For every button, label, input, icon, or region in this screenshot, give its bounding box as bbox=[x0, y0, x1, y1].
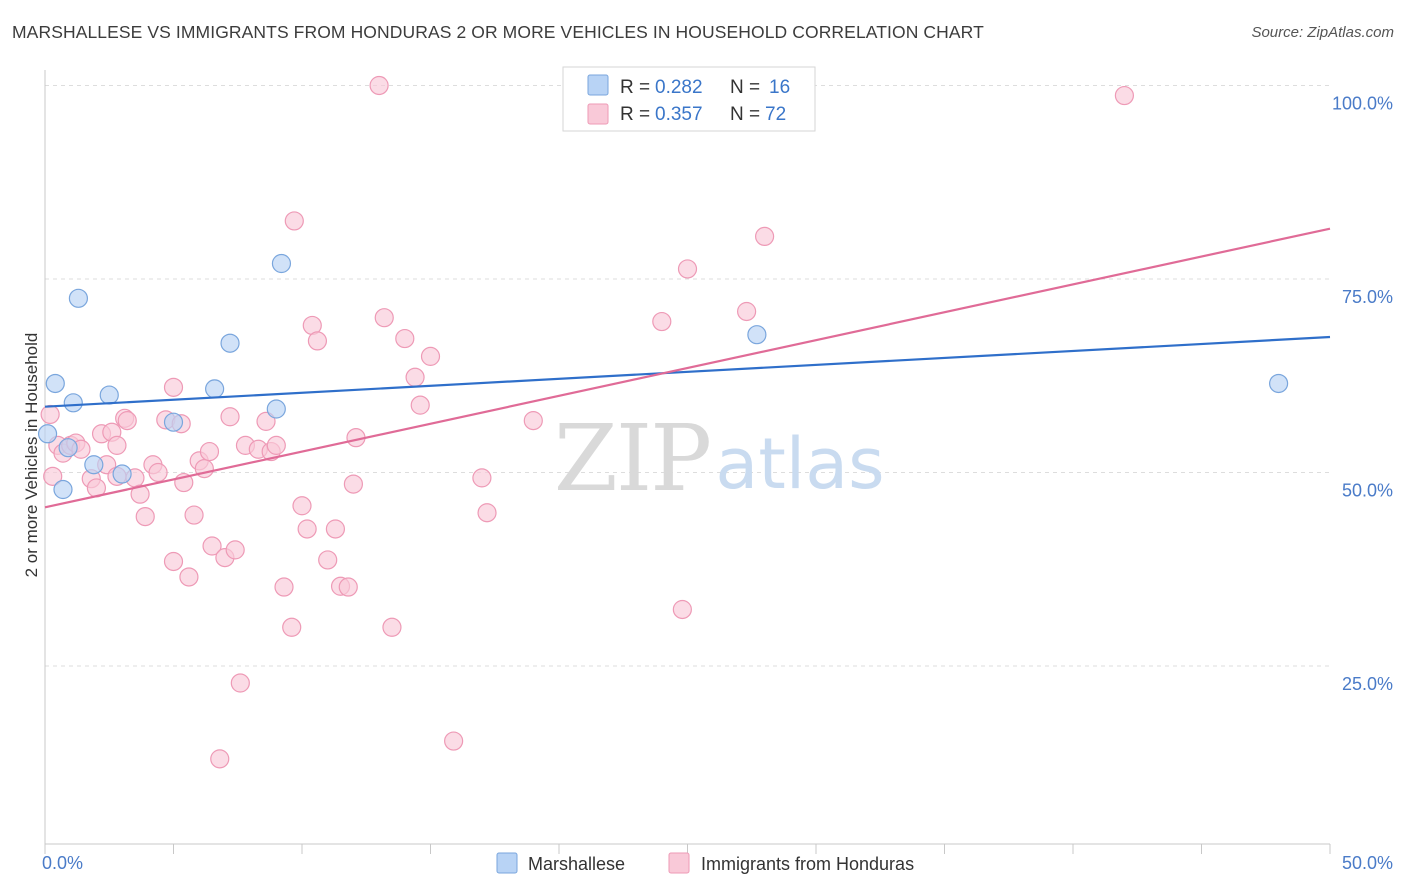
honduras-trend-line bbox=[44, 227, 1331, 509]
honduras-point bbox=[410, 395, 430, 415]
tick-labels: 25.0% 50.0% 75.0% 100.0% 0.0% 50.0% bbox=[42, 93, 1393, 873]
marshallese-point bbox=[747, 325, 767, 345]
legend-swatch-honduras bbox=[587, 103, 609, 125]
y-axis-label: 2 or more Vehicles in Household bbox=[22, 333, 41, 578]
trend-lines bbox=[44, 227, 1331, 509]
bottom-legend-label-honduras: Immigrants from Honduras bbox=[701, 854, 914, 874]
legend-r-value-1: 0.282 bbox=[655, 77, 703, 98]
x-tick-label: 0.0% bbox=[42, 853, 83, 873]
source-credit: Source: ZipAtlas.com bbox=[1251, 24, 1394, 41]
marshallese-point bbox=[68, 288, 89, 308]
marshallese-point bbox=[266, 399, 286, 419]
honduras-point bbox=[163, 377, 184, 397]
honduras-point bbox=[40, 404, 60, 425]
honduras-point bbox=[135, 506, 155, 527]
marshallese-trend-line bbox=[44, 335, 1331, 408]
marshallese-point bbox=[45, 373, 65, 394]
honduras-point bbox=[374, 308, 394, 328]
honduras-point bbox=[420, 346, 441, 366]
legend-r-value-2: 0.357 bbox=[655, 104, 703, 125]
honduras-point bbox=[43, 466, 63, 486]
honduras-point bbox=[274, 577, 294, 597]
marshallese-point bbox=[58, 438, 78, 458]
watermark-atlas: atlas bbox=[715, 423, 884, 505]
y-tick-label: 100.0% bbox=[1332, 93, 1393, 113]
legend-r-label-2: R = bbox=[620, 104, 650, 125]
marshallese-point bbox=[205, 379, 225, 399]
legend-n-value-2: 72 bbox=[765, 104, 786, 125]
bottom-legend-swatch-honduras bbox=[668, 852, 690, 874]
marshallese-point bbox=[63, 393, 83, 413]
honduras-point bbox=[672, 599, 692, 620]
honduras-point bbox=[225, 540, 245, 560]
bottom-legend: Marshallese Immigrants from Honduras bbox=[496, 852, 914, 874]
honduras-point bbox=[284, 211, 304, 231]
legend-r-label-1: R = bbox=[620, 77, 650, 98]
axes bbox=[44, 70, 1331, 854]
bottom-legend-label-marshallese: Marshallese bbox=[528, 854, 625, 874]
y-tick-label: 25.0% bbox=[1342, 674, 1393, 694]
honduras-point bbox=[677, 259, 698, 279]
watermark: ZIP atlas bbox=[554, 405, 885, 512]
marshallese-point bbox=[220, 333, 240, 353]
y-tick-label: 50.0% bbox=[1342, 480, 1393, 500]
marshallese-point bbox=[163, 412, 184, 432]
x-tick-label: 50.0% bbox=[1342, 853, 1393, 873]
honduras-point bbox=[737, 301, 757, 322]
honduras-point bbox=[256, 411, 276, 431]
honduras-point bbox=[282, 617, 302, 637]
honduras-point bbox=[477, 503, 497, 523]
honduras-point bbox=[199, 441, 220, 462]
honduras-point bbox=[318, 550, 338, 570]
honduras-point bbox=[107, 435, 127, 455]
honduras-point bbox=[292, 496, 312, 516]
honduras-point bbox=[343, 474, 363, 494]
honduras-point bbox=[130, 484, 150, 504]
marshallese-point bbox=[84, 455, 104, 475]
honduras-point bbox=[395, 328, 415, 349]
honduras-point bbox=[220, 407, 240, 427]
bottom-legend-swatch-marshallese bbox=[496, 852, 518, 874]
marshallese-point bbox=[99, 385, 119, 405]
honduras-point bbox=[266, 435, 286, 455]
honduras-point bbox=[307, 331, 328, 351]
honduras-point bbox=[444, 731, 464, 751]
honduras-point bbox=[148, 462, 168, 483]
honduras-point bbox=[202, 536, 222, 556]
legend-swatch-marshallese bbox=[587, 74, 609, 96]
honduras-point bbox=[472, 468, 492, 488]
honduras-point bbox=[230, 673, 250, 693]
data-points bbox=[37, 75, 1289, 769]
honduras-point bbox=[652, 311, 672, 332]
honduras-point bbox=[405, 367, 425, 387]
honduras-point bbox=[210, 749, 230, 769]
marshallese-point bbox=[53, 479, 73, 500]
honduras-point bbox=[369, 75, 389, 96]
watermark-zip: ZIP bbox=[554, 405, 710, 512]
y-tick-label: 75.0% bbox=[1342, 287, 1393, 307]
legend-n-label-2: N = bbox=[730, 104, 760, 125]
legend: R = 0.282 N = 16 R = 0.357 N = 72 bbox=[562, 66, 816, 132]
honduras-point bbox=[297, 519, 317, 539]
honduras-point bbox=[338, 577, 358, 597]
marshallese-point bbox=[112, 464, 132, 484]
marshallese-point bbox=[271, 253, 292, 274]
honduras-point bbox=[184, 505, 204, 525]
gridlines bbox=[45, 84, 1330, 667]
honduras-point bbox=[1114, 85, 1135, 106]
honduras-point bbox=[382, 617, 402, 637]
legend-n-label-1: N = bbox=[730, 77, 760, 98]
honduras-point bbox=[754, 226, 775, 247]
marshallese-point bbox=[37, 424, 58, 444]
honduras-point bbox=[325, 519, 346, 539]
chart-title: MARSHALLESE VS IMMIGRANTS FROM HONDURAS … bbox=[12, 22, 984, 42]
honduras-point bbox=[117, 411, 137, 431]
honduras-point bbox=[179, 567, 199, 587]
honduras-point bbox=[523, 411, 543, 431]
marshallese-point bbox=[1268, 373, 1289, 394]
legend-n-value-1: 16 bbox=[769, 77, 790, 98]
honduras-point bbox=[163, 551, 184, 572]
